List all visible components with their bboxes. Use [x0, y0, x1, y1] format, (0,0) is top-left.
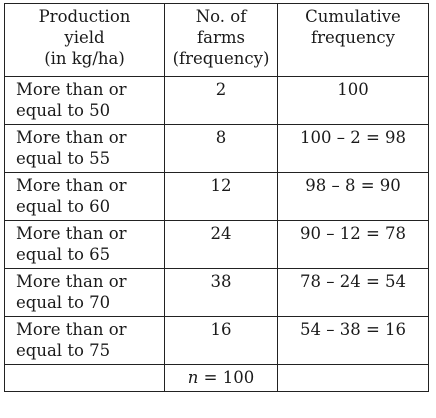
- cumulative-cell: 78 – 24 = 54: [277, 268, 429, 317]
- table-row: More than or equal to 65 24 90 – 12 = 78: [4, 220, 429, 269]
- total-cell: n = 100: [164, 364, 278, 392]
- header-row: Production yield (in kg/ha) No. of farms…: [4, 3, 429, 77]
- total-empty-cell: [4, 364, 165, 392]
- cumulative-cell: 54 – 38 = 16: [277, 316, 429, 365]
- farms-cell: 12: [164, 172, 278, 221]
- yield-cell: More than or equal to 75: [4, 316, 165, 365]
- frequency-table: Production yield (in kg/ha) No. of farms…: [4, 3, 429, 392]
- yield-cell: More than or equal to 50: [4, 76, 165, 125]
- farms-cell: 2: [164, 76, 278, 125]
- table-row: More than or equal to 55 8 100 – 2 = 98: [4, 124, 429, 173]
- cumulative-cell: 100 – 2 = 98: [277, 124, 429, 173]
- header-no-of-farms: No. of farms (frequency): [164, 3, 278, 77]
- total-value: = 100: [198, 368, 255, 387]
- total-row: n = 100: [4, 364, 429, 392]
- cumulative-cell: 90 – 12 = 78: [277, 220, 429, 269]
- yield-cell: More than or equal to 60: [4, 172, 165, 221]
- header-cumulative-frequency: Cumulative frequency: [277, 3, 429, 77]
- header-production-yield: Production yield (in kg/ha): [4, 3, 165, 77]
- table-row: More than or equal to 75 16 54 – 38 = 16: [4, 316, 429, 365]
- farms-cell: 16: [164, 316, 278, 365]
- total-variable: n: [187, 368, 199, 387]
- farms-cell: 24: [164, 220, 278, 269]
- farms-cell: 38: [164, 268, 278, 317]
- farms-cell: 8: [164, 124, 278, 173]
- table-row: More than or equal to 70 38 78 – 24 = 54: [4, 268, 429, 317]
- yield-cell: More than or equal to 70: [4, 268, 165, 317]
- table-row: More than or equal to 50 2 100: [4, 76, 429, 125]
- yield-cell: More than or equal to 65: [4, 220, 165, 269]
- total-empty-cell-right: [277, 364, 429, 392]
- yield-cell: More than or equal to 55: [4, 124, 165, 173]
- cumulative-cell: 98 – 8 = 90: [277, 172, 429, 221]
- table-row: More than or equal to 60 12 98 – 8 = 90: [4, 172, 429, 221]
- cumulative-cell: 100: [277, 76, 429, 125]
